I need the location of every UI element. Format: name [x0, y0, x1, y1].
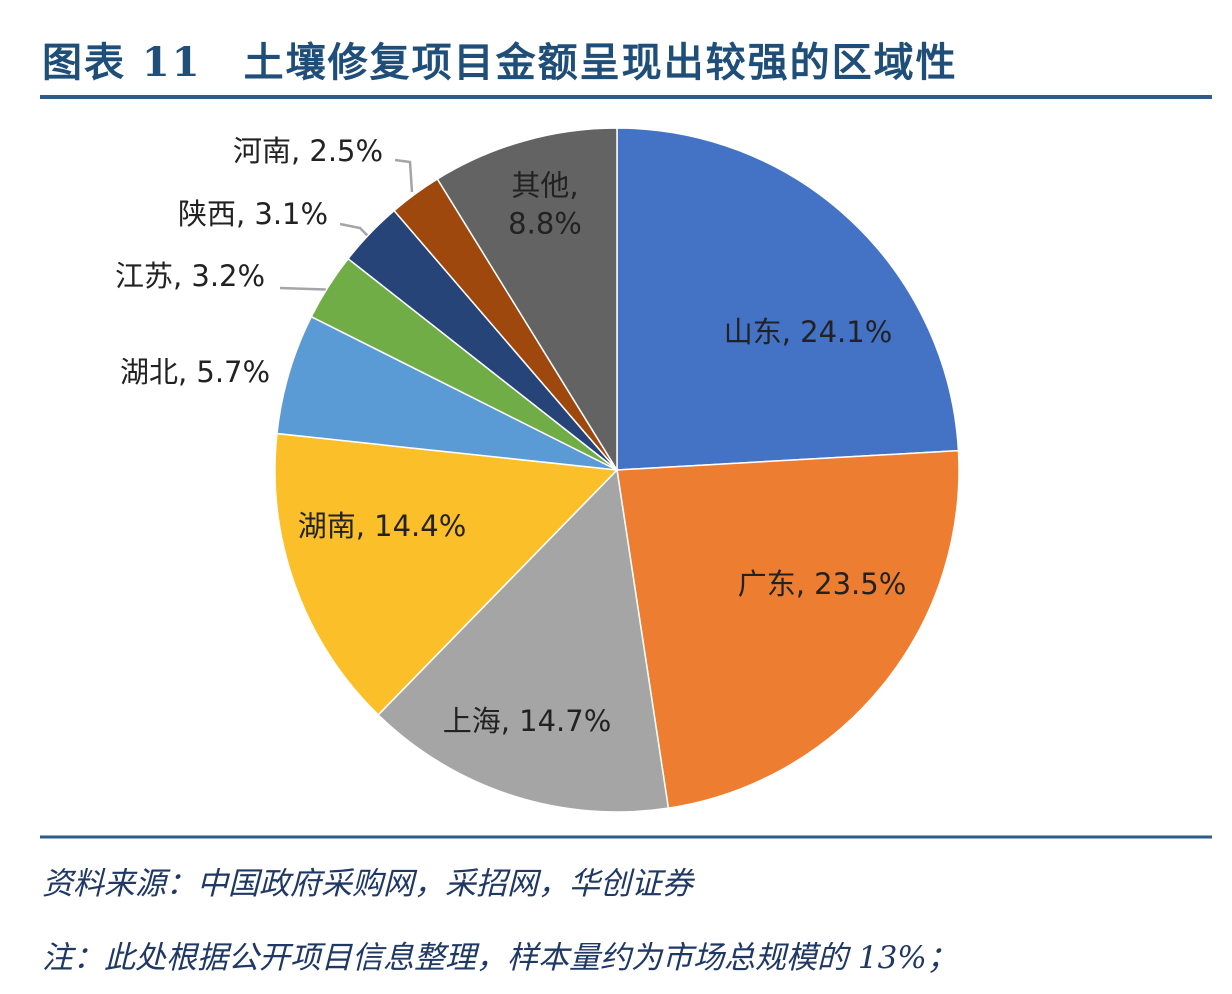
data-label: 山东, 24.1%	[723, 315, 893, 350]
pie-slice	[377, 468, 670, 813]
chart-title: 图表 11 土壤修复项目金额呈现出较强的区域性	[42, 39, 958, 86]
data-label: 陕西, 3.1%	[177, 197, 329, 232]
data-label: 其他, 8.8%	[508, 168, 582, 240]
data-label: 广东, 23.5%	[737, 567, 907, 602]
data-label: 江苏, 3.2%	[114, 259, 266, 294]
leader-line	[394, 158, 414, 193]
data-label: 湖北, 5.7%	[119, 355, 271, 390]
data-label: 上海, 14.7%	[442, 704, 612, 739]
pie-slice	[616, 127, 960, 471]
data-label: 河南, 2.5%	[232, 134, 384, 169]
note: 注：此处根据公开项目信息整理，样本量约为市场总规模的 13%；	[42, 940, 958, 976]
pie-slice	[616, 449, 960, 809]
data-label: 湖南, 14.4%	[297, 509, 467, 544]
pie-slice	[436, 127, 618, 473]
pie-slice	[274, 432, 619, 716]
source: 资料来源：中国政府采购网，采招网，华创证券	[42, 866, 693, 902]
